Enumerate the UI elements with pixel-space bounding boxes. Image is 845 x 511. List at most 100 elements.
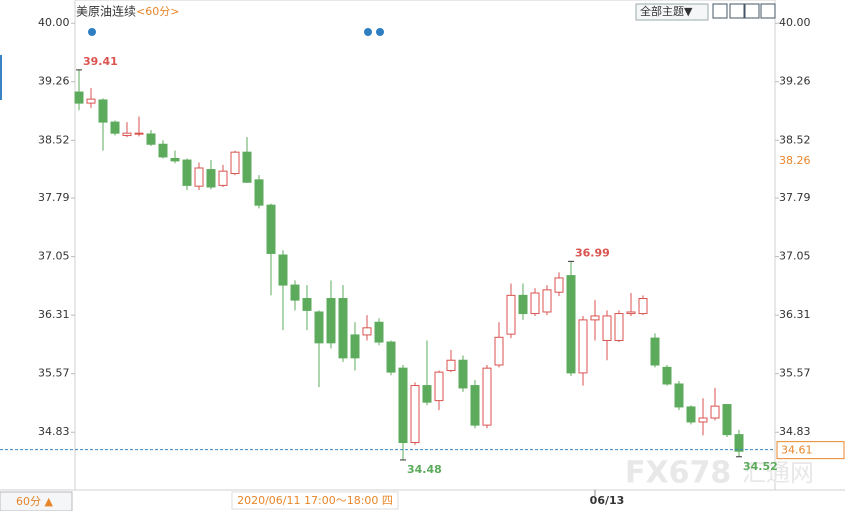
event-dot[interactable] [364,28,372,36]
plot-frame [74,0,776,491]
candle-body [362,327,372,336]
candle-body [386,341,396,373]
y-tick-label: 37.05 [38,250,70,263]
candle-body [314,311,324,344]
watermark: FX678 [625,456,731,491]
y2-tick-label: 35.57 [779,367,811,380]
candle-body [302,298,312,311]
candle-body [434,371,444,402]
candle-body [326,298,336,344]
y-tick-label: 40.00 [38,16,70,29]
last-price-label: 34.61 [781,444,813,457]
icon-fit[interactable] [712,3,728,19]
theme-button[interactable] [635,3,709,21]
candle-body [470,385,480,426]
period-button-label[interactable]: 60分 ▲ [16,495,53,508]
candle-body [254,179,264,206]
candle-body [710,405,720,419]
y-tick-label: 37.79 [38,191,70,204]
candle-body [674,383,684,408]
candle-body [590,315,600,321]
candle-body [242,151,252,183]
candle-body [422,385,432,403]
candle-body [698,417,708,423]
candle-body [530,292,540,315]
candle-body [482,367,492,426]
y-tick-label: 34.83 [38,425,70,438]
candle-body [230,151,240,175]
candle-body [566,275,576,374]
candle-body [638,298,648,315]
candle-body [182,159,192,186]
y2-tick-label: 34.83 [779,425,811,438]
candle-body [722,404,732,436]
y2-tick-label: 38.52 [779,133,811,146]
candle-body [614,313,624,341]
extreme-label: 34.48 [407,463,442,476]
candle-body [374,321,384,343]
y2-tick-label: 36.31 [779,308,811,321]
candle-body [446,359,456,372]
extreme-label: 36.99 [575,246,610,259]
extreme-label: 39.41 [83,55,118,68]
candle-body [278,254,288,286]
period-label[interactable]: <60分> [136,5,179,18]
y-tick-label: 39.26 [38,75,70,88]
candle-body [506,294,516,335]
y-tick-label: 38.52 [38,133,70,146]
candle-body [122,132,132,137]
candle-body [206,169,216,188]
candle-body [554,277,564,293]
candle-body [110,121,120,134]
chart-title: 美原油连续 [76,4,136,19]
candle-body [218,170,228,186]
candle-body [650,337,660,366]
theme-button-label[interactable]: 全部主题▼ [640,4,693,18]
candle-body [626,311,636,315]
crosshair-label: 2020/06/11 17:00～18:00 四 [237,494,393,507]
candle-body [494,336,504,366]
y-tick-label: 36.31 [38,308,70,321]
extreme-label: 34.52 [743,460,778,473]
candle-body [134,132,144,135]
candle-body [194,167,204,187]
icon-end[interactable] [760,3,776,19]
watermark: 汇通网 [742,459,814,487]
candle-body [146,133,156,145]
toolbar-icons [712,3,776,19]
candle-body [578,319,588,374]
candle-body [458,359,468,389]
candle-body [86,98,96,104]
icon-zoom[interactable] [729,3,745,19]
period-button[interactable] [0,491,73,511]
candle-body [602,315,612,341]
candle-body [74,91,84,104]
candle-body [98,99,108,123]
candle-body [158,143,168,158]
y2-tick-label: 40.00 [779,16,811,29]
candle-body [338,298,348,359]
candle-body [350,334,360,359]
icon-play[interactable] [744,3,760,19]
x-tick-label: 06/13 [590,494,625,507]
candle-body [170,157,180,162]
candle-body [266,204,276,254]
y2-tick-label: 37.79 [779,191,811,204]
candle-body [542,289,552,313]
event-dot[interactable] [88,28,96,36]
candle-body [410,385,420,444]
candle-body [398,367,408,444]
y-tick-label: 35.57 [38,367,70,380]
candle-body [686,406,696,423]
y2-tick-label: 39.26 [779,75,811,88]
candle-body [734,434,744,452]
y2-tick-label: 37.05 [779,250,811,263]
candle-body [518,294,528,315]
reference-price-label: 38.26 [779,154,811,167]
crosshair-box [231,491,399,510]
last-price-box [776,441,845,460]
candle-body [290,284,300,301]
event-dot[interactable] [376,28,384,36]
candle-body [662,366,672,385]
